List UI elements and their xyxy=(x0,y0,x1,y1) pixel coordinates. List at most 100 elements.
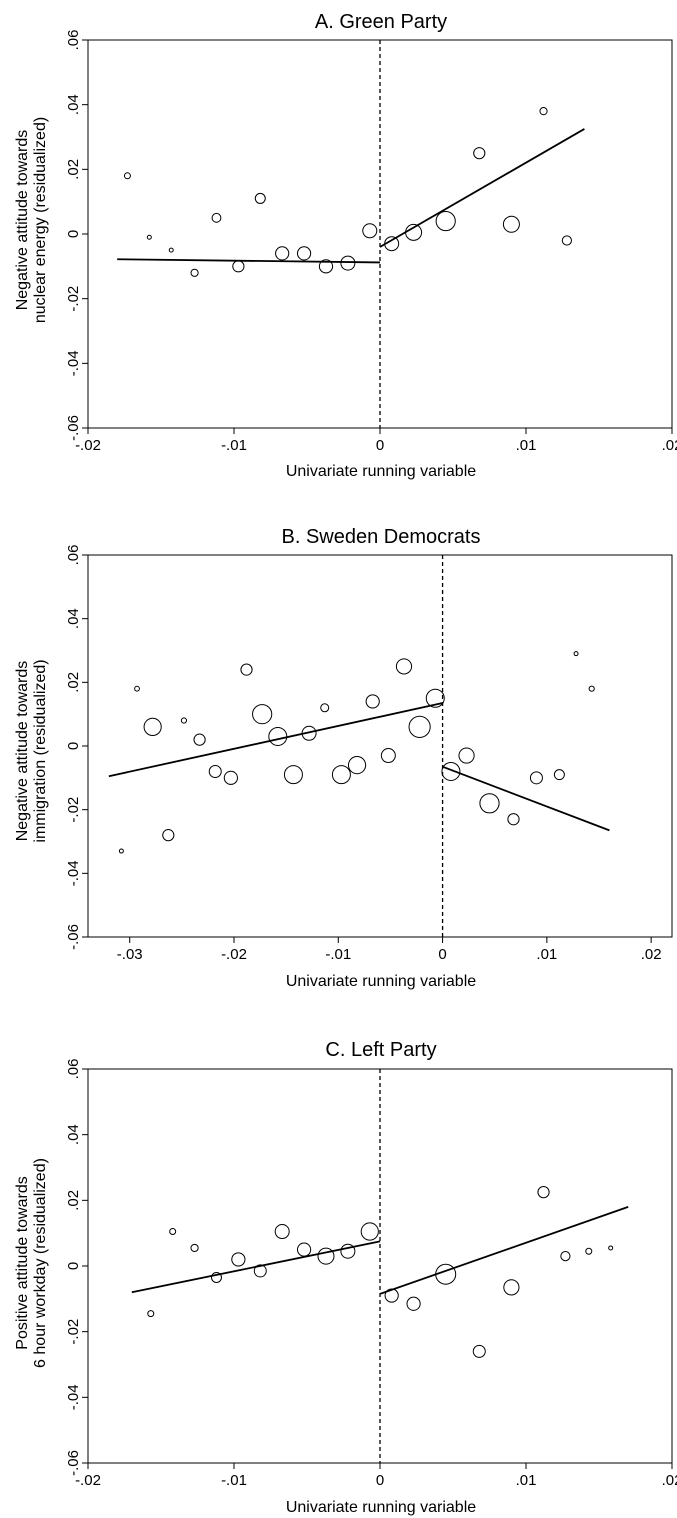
data-point xyxy=(301,725,317,741)
data-point xyxy=(435,1263,457,1285)
x-tick-label: -.01 xyxy=(325,946,351,963)
data-point xyxy=(296,246,312,261)
chart-panel-sweden-democrats: B. Sweden Democrats Negative attitude to… xyxy=(0,509,677,1009)
y-tick-label: .02 xyxy=(65,159,82,180)
x-tick-label: 0 xyxy=(376,437,384,454)
data-point xyxy=(380,748,396,764)
data-point xyxy=(405,223,423,241)
fit-line xyxy=(379,1206,629,1295)
chart-panel-left-party: C. Left Party Positive attitude towards … xyxy=(0,1018,677,1518)
x-axis-label: Univariate running variable xyxy=(286,1499,476,1516)
data-point xyxy=(162,829,175,842)
x-tick-label: -.02 xyxy=(75,1472,101,1489)
data-point xyxy=(123,172,131,180)
y-tick-label: -.04 xyxy=(65,1384,82,1410)
data-point xyxy=(384,236,400,252)
y-tick-label: -.04 xyxy=(65,860,82,886)
data-point xyxy=(588,685,595,692)
chart-title: C. Left Party xyxy=(325,1039,436,1061)
y-axis-label-line-2: 6 hour workday (residualized) xyxy=(32,1158,49,1368)
data-point xyxy=(573,651,579,657)
x-tick-label: .02 xyxy=(662,1472,677,1489)
data-point xyxy=(331,765,351,785)
x-tick-label: -.01 xyxy=(221,1472,247,1489)
x-tick-label: .01 xyxy=(536,946,557,963)
x-tick-label: .01 xyxy=(516,1472,537,1489)
data-point xyxy=(347,756,367,775)
y-tick-label: 0 xyxy=(65,1262,82,1270)
data-point xyxy=(473,147,486,160)
data-point xyxy=(320,703,330,713)
x-tick-label: .02 xyxy=(662,437,677,454)
y-tick-label: -.06 xyxy=(65,1450,82,1476)
y-axis-label-line-1: Positive attitude towards xyxy=(14,1176,31,1349)
data-point xyxy=(479,793,500,814)
data-point xyxy=(360,1222,379,1241)
y-tick-label: -.02 xyxy=(65,797,82,823)
data-point xyxy=(458,747,475,764)
data-point xyxy=(503,1279,520,1296)
data-point xyxy=(340,1243,356,1259)
y-tick-label: .06 xyxy=(65,545,82,566)
chart-title: B. Sweden Democrats xyxy=(282,526,481,548)
data-point xyxy=(180,717,188,724)
data-point xyxy=(283,765,303,785)
data-point xyxy=(539,107,548,116)
chart-svg: A. Green Party Negative attitude towards… xyxy=(14,11,677,480)
fit-line xyxy=(117,258,381,264)
x-axis-label: Univariate running variable xyxy=(286,463,476,480)
data-point xyxy=(365,694,380,709)
y-tick-label: .02 xyxy=(65,1190,82,1211)
y-tick-label: .06 xyxy=(65,30,82,51)
data-point xyxy=(252,704,273,725)
data-point xyxy=(362,223,378,239)
data-point xyxy=(169,1228,177,1236)
data-point xyxy=(268,726,288,746)
y-tick-label: -.02 xyxy=(65,286,82,312)
data-point xyxy=(146,234,152,240)
y-tick-label: .04 xyxy=(65,608,82,629)
data-point xyxy=(240,663,253,676)
y-axis-label-line-2: immigration (residualized) xyxy=(32,659,49,842)
y-tick-label: .06 xyxy=(65,1059,82,1080)
data-point xyxy=(561,235,572,246)
x-axis-label: Univariate running variable xyxy=(286,973,476,990)
y-tick-label: 0 xyxy=(65,742,82,750)
x-tick-label: -.03 xyxy=(117,946,143,963)
data-point xyxy=(340,255,356,271)
data-point xyxy=(190,1243,199,1253)
data-point xyxy=(296,1242,312,1257)
chart-title: A. Green Party xyxy=(315,11,447,33)
chart-svg: B. Sweden Democrats Negative attitude to… xyxy=(14,526,673,990)
data-point xyxy=(193,733,206,746)
data-point xyxy=(435,210,456,232)
data-point xyxy=(585,1247,593,1255)
data-point xyxy=(441,761,461,781)
y-axis-label-line-1: Negative attitude towards xyxy=(14,661,31,842)
data-point xyxy=(608,1245,614,1251)
fit-line xyxy=(379,128,585,248)
data-point xyxy=(317,1247,335,1265)
y-tick-label: -.04 xyxy=(65,350,82,376)
chart-svg: C. Left Party Positive attitude towards … xyxy=(14,1039,677,1516)
y-tick-label: -.06 xyxy=(65,924,82,950)
data-point xyxy=(118,848,124,854)
data-point xyxy=(507,813,520,826)
data-point xyxy=(208,764,222,778)
x-tick-label: -.02 xyxy=(75,437,101,454)
x-tick-label: .01 xyxy=(516,437,537,454)
y-tick-label: -.02 xyxy=(65,1319,82,1345)
data-point xyxy=(232,260,245,273)
plot-frame xyxy=(87,554,673,938)
data-point xyxy=(560,1251,571,1262)
y-axis-label-line-1: Negative attitude towards xyxy=(14,130,31,311)
x-tick-label: -.01 xyxy=(221,437,247,454)
fit-line xyxy=(442,765,610,832)
data-point xyxy=(318,259,334,274)
data-point xyxy=(553,769,565,781)
y-axis-label-line-2: nuclear energy (residualized) xyxy=(32,117,49,323)
data-point xyxy=(502,215,520,233)
data-point xyxy=(537,1186,550,1199)
data-point xyxy=(406,1296,421,1311)
data-point xyxy=(190,268,199,277)
